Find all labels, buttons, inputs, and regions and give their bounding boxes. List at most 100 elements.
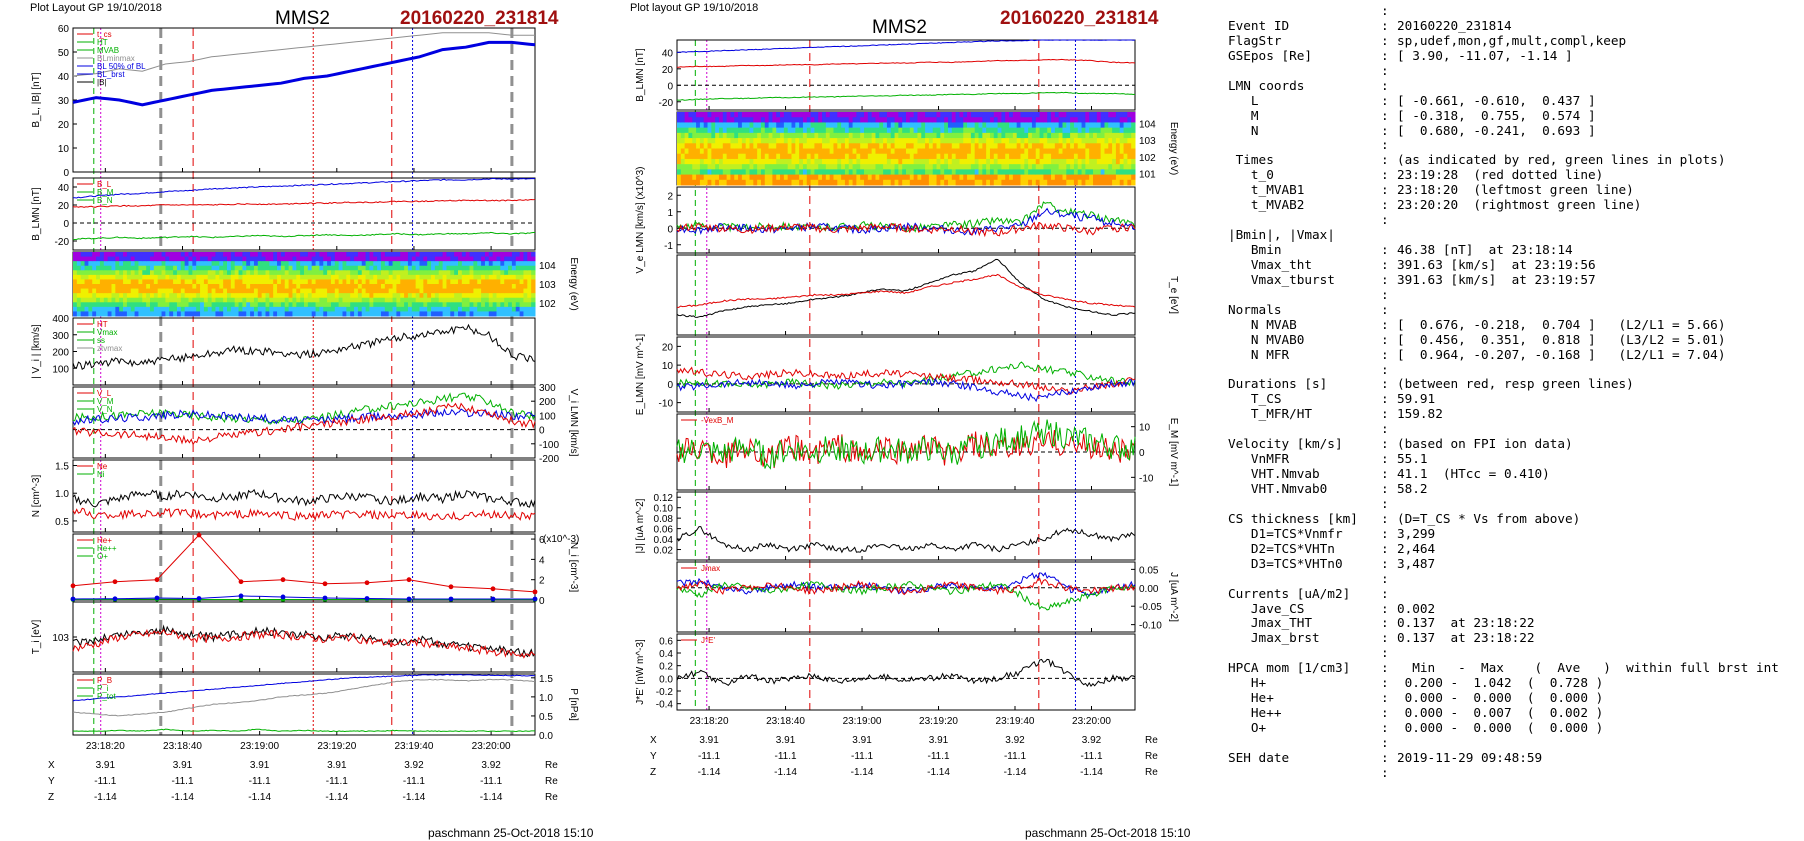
heatmap-cell bbox=[465, 302, 471, 308]
legend-label: BLminmax bbox=[97, 54, 135, 63]
heatmap-cell bbox=[196, 302, 201, 308]
heatmap-cell bbox=[411, 256, 417, 262]
heatmap-cell bbox=[1054, 179, 1060, 186]
heatmap-cell bbox=[207, 261, 213, 267]
heatmap-cell bbox=[841, 164, 846, 170]
heatmap-cell bbox=[986, 143, 991, 149]
heatmap-cell bbox=[527, 297, 532, 303]
heatmap-cell bbox=[1115, 132, 1121, 139]
heatmap-cell bbox=[392, 265, 397, 271]
heatmap-cell bbox=[1081, 153, 1086, 160]
heatmap-cell bbox=[787, 122, 792, 129]
heatmap-cell bbox=[1005, 174, 1010, 181]
heatmap-cell bbox=[265, 265, 270, 271]
heatmap-cell bbox=[913, 138, 918, 144]
heatmap-cell bbox=[142, 306, 147, 312]
y-tick-label: 0 bbox=[539, 426, 545, 437]
heatmap-cell bbox=[1081, 143, 1086, 149]
heatmap-cell bbox=[188, 252, 193, 258]
heatmap-cell bbox=[531, 274, 536, 280]
heatmap-cell bbox=[492, 252, 497, 258]
heatmap-cell bbox=[184, 261, 189, 267]
heatmap-cell bbox=[350, 288, 355, 294]
heatmap-cell bbox=[261, 274, 266, 280]
heatmap-cell bbox=[883, 179, 888, 186]
heatmap-cell bbox=[940, 138, 945, 144]
heatmap-cell bbox=[993, 153, 999, 160]
heatmap-cell bbox=[292, 256, 297, 262]
heatmap-cell bbox=[138, 311, 143, 317]
heatmap-cell bbox=[173, 284, 178, 290]
heatmap-cell bbox=[1096, 122, 1102, 129]
heatmap-cell bbox=[481, 293, 486, 299]
heatmap-cell bbox=[810, 179, 815, 186]
heatmap-cell bbox=[207, 279, 213, 285]
heatmap-cell bbox=[1093, 132, 1098, 139]
heatmap-cell bbox=[242, 252, 247, 258]
heatmap-cell bbox=[1085, 153, 1090, 160]
right-footer: paschmann 25-Oct-2018 15:10 bbox=[1025, 826, 1191, 840]
heatmap-cell bbox=[1096, 179, 1102, 186]
heatmap-cell bbox=[715, 132, 720, 139]
heatmap-cell bbox=[123, 311, 128, 317]
heatmap-cell bbox=[338, 311, 343, 317]
panel-frame bbox=[72, 27, 536, 173]
heatmap-cell bbox=[1005, 158, 1010, 165]
heatmap-cell bbox=[1123, 143, 1128, 149]
position-value: 3.92 bbox=[1005, 735, 1025, 746]
heatmap-cell bbox=[346, 270, 351, 276]
heatmap-cell bbox=[795, 148, 800, 155]
heatmap-cell bbox=[1035, 169, 1041, 176]
heatmap-cell bbox=[350, 293, 355, 299]
heatmap-cell bbox=[688, 148, 693, 155]
heatmap-cell bbox=[169, 288, 174, 294]
heatmap-cell bbox=[1096, 153, 1102, 160]
heatmap-cell bbox=[431, 256, 436, 262]
heatmap-cell bbox=[407, 306, 413, 312]
heatmap-cell bbox=[150, 288, 155, 294]
heatmap-cell bbox=[1089, 174, 1094, 181]
heatmap-cell bbox=[153, 284, 159, 290]
heatmap-cell bbox=[350, 270, 355, 276]
heatmap-cell bbox=[1100, 153, 1105, 160]
info-colon: : bbox=[1381, 77, 1389, 93]
heatmap-cell bbox=[1104, 148, 1109, 155]
heatmap-cell bbox=[92, 256, 97, 262]
heatmap-cell bbox=[488, 274, 494, 280]
position-value: -11.1 bbox=[775, 751, 797, 762]
heatmap-cell bbox=[699, 117, 705, 123]
heatmap-cell bbox=[1031, 153, 1037, 160]
heatmap-cell bbox=[80, 261, 86, 267]
heatmap-cell bbox=[388, 252, 394, 258]
legend-label: -VexB_M bbox=[701, 416, 734, 425]
heatmap-cell bbox=[715, 138, 720, 144]
heatmap-cell bbox=[234, 279, 240, 285]
heatmap-cell bbox=[703, 143, 709, 149]
heatmap-cell bbox=[856, 143, 861, 149]
heatmap-cell bbox=[1112, 169, 1117, 176]
heatmap-cell bbox=[925, 174, 930, 181]
heatmap-cell bbox=[1028, 132, 1033, 139]
heatmap-cell bbox=[917, 122, 922, 129]
info-key: t_MVAB2 bbox=[1228, 197, 1305, 213]
heatmap-cell bbox=[396, 284, 401, 290]
heatmap-cell bbox=[161, 293, 166, 299]
heatmap-cell bbox=[107, 302, 112, 308]
heatmap-cell bbox=[257, 311, 263, 317]
heatmap-cell bbox=[103, 256, 109, 262]
heatmap-cell bbox=[1081, 112, 1086, 118]
heatmap-cell bbox=[955, 122, 960, 129]
heatmap-cell bbox=[1073, 148, 1079, 155]
info-colon: : bbox=[1381, 660, 1389, 676]
heatmap-cell bbox=[963, 174, 968, 181]
heatmap-cell bbox=[384, 302, 390, 308]
heatmap-cell bbox=[323, 302, 328, 308]
heatmap-cell bbox=[381, 293, 386, 299]
heatmap-cell bbox=[921, 174, 926, 181]
heatmap-cell bbox=[1073, 117, 1079, 123]
heatmap-cell bbox=[107, 293, 112, 299]
heatmap-cell bbox=[396, 261, 401, 267]
heatmap-cell bbox=[806, 117, 812, 123]
heatmap-cell bbox=[377, 279, 382, 285]
heatmap-cell bbox=[146, 256, 151, 262]
